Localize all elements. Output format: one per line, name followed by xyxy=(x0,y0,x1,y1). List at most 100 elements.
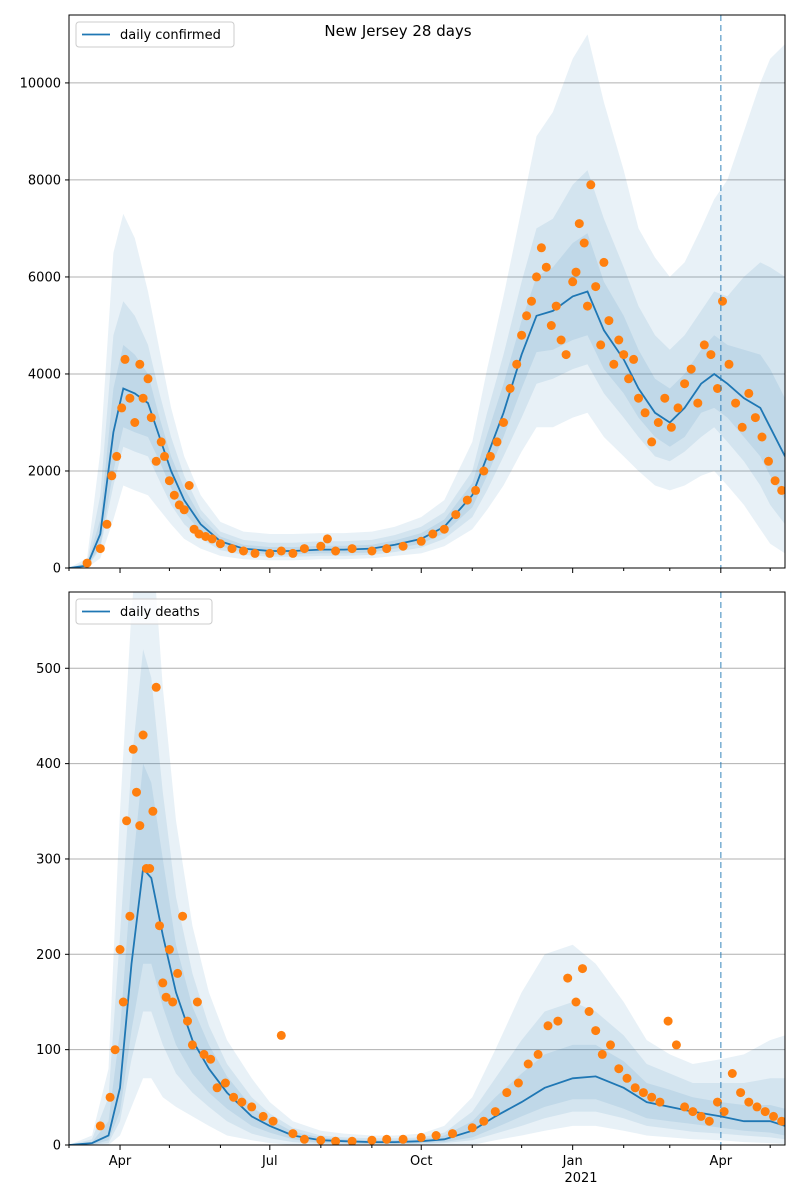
data-point xyxy=(168,997,178,1007)
data-point xyxy=(693,398,703,408)
data-point xyxy=(164,945,174,954)
data-point xyxy=(151,682,161,692)
data-point xyxy=(663,1016,673,1026)
data-point xyxy=(655,1097,665,1107)
data-point xyxy=(546,321,556,330)
data-point xyxy=(571,267,581,277)
data-point xyxy=(316,1135,326,1145)
data-point xyxy=(331,546,341,556)
data-point xyxy=(583,301,592,311)
data-point xyxy=(156,437,166,447)
data-point xyxy=(622,1073,632,1083)
data-point xyxy=(713,1097,722,1107)
data-point xyxy=(199,1049,209,1059)
data-point xyxy=(158,978,168,988)
data-point xyxy=(713,384,722,393)
data-point xyxy=(151,456,161,466)
data-point xyxy=(719,1107,729,1117)
data-point xyxy=(125,393,135,403)
data-point xyxy=(614,335,624,345)
data-point xyxy=(347,544,357,554)
data-point xyxy=(704,1116,714,1126)
data-point xyxy=(619,350,629,360)
data-point xyxy=(146,413,156,423)
data-point xyxy=(117,403,127,413)
data-point xyxy=(568,277,578,287)
data-point xyxy=(553,1016,563,1026)
data-point xyxy=(220,1078,230,1088)
data-point xyxy=(239,546,248,556)
data-point xyxy=(215,539,225,549)
y-tick-label: 4000 xyxy=(28,367,61,382)
data-point xyxy=(250,548,260,558)
data-point xyxy=(135,821,145,831)
data-point xyxy=(579,238,589,248)
data-point xyxy=(597,1049,607,1059)
data-point xyxy=(169,490,179,500)
data-point xyxy=(764,456,773,466)
data-point xyxy=(543,1021,553,1031)
data-point xyxy=(299,1134,309,1144)
data-point xyxy=(462,495,472,505)
data-point xyxy=(596,340,606,350)
data-point xyxy=(630,1083,640,1093)
data-point xyxy=(744,388,754,398)
data-point xyxy=(604,316,614,326)
data-point xyxy=(517,330,527,340)
data-point xyxy=(502,1088,512,1098)
data-point xyxy=(416,1132,426,1142)
data-point xyxy=(179,505,189,515)
data-point xyxy=(120,354,130,364)
data-point xyxy=(638,1088,648,1098)
chart-title: New Jersey 28 days xyxy=(324,22,471,40)
legend-label: daily confirmed xyxy=(120,28,221,43)
data-point xyxy=(148,806,158,816)
data-point xyxy=(115,945,125,954)
data-point xyxy=(777,485,785,495)
x-tick-label: Jan xyxy=(562,1154,583,1169)
data-point xyxy=(155,921,164,931)
data-point xyxy=(629,354,639,364)
data-point xyxy=(536,243,546,253)
data-point xyxy=(505,384,515,393)
data-point xyxy=(367,546,377,556)
data-point xyxy=(288,548,298,558)
data-point xyxy=(527,296,536,306)
data-point xyxy=(105,1092,115,1102)
data-point xyxy=(184,481,194,490)
data-point xyxy=(367,1135,377,1145)
data-point xyxy=(428,529,438,539)
data-point xyxy=(187,1040,197,1050)
data-point xyxy=(586,180,596,190)
data-point xyxy=(706,350,716,360)
data-point xyxy=(258,1111,268,1121)
data-point xyxy=(718,296,727,306)
confirmed-panel: 0 2000 4000 6000 8000 10000 daily confirmed xyxy=(20,14,786,577)
data-point xyxy=(680,379,690,389)
data-point xyxy=(122,816,132,826)
data-point xyxy=(125,911,135,921)
y-tick-label: 400 xyxy=(36,757,61,772)
y-tick-label: 0 xyxy=(53,562,61,577)
data-point xyxy=(532,272,541,282)
data-point xyxy=(673,403,683,413)
data-point xyxy=(160,451,169,461)
data-point xyxy=(492,437,502,447)
y-tick-label: 100 xyxy=(36,1043,61,1058)
data-point xyxy=(563,973,573,983)
data-point xyxy=(522,311,532,321)
data-point xyxy=(206,1054,216,1064)
legend-box xyxy=(75,598,213,625)
legend-box xyxy=(75,21,235,48)
data-point xyxy=(513,1078,523,1088)
data-point xyxy=(614,1064,624,1074)
data-point xyxy=(265,548,275,558)
data-point xyxy=(724,359,734,369)
x-tick-label: Oct xyxy=(410,1154,432,1169)
x-tick-label: Apr xyxy=(109,1154,132,1169)
data-point xyxy=(128,744,138,754)
data-point xyxy=(731,398,741,408)
y-tick-label: 0 xyxy=(53,1139,61,1154)
data-point xyxy=(736,1088,746,1098)
data-point xyxy=(660,393,670,403)
